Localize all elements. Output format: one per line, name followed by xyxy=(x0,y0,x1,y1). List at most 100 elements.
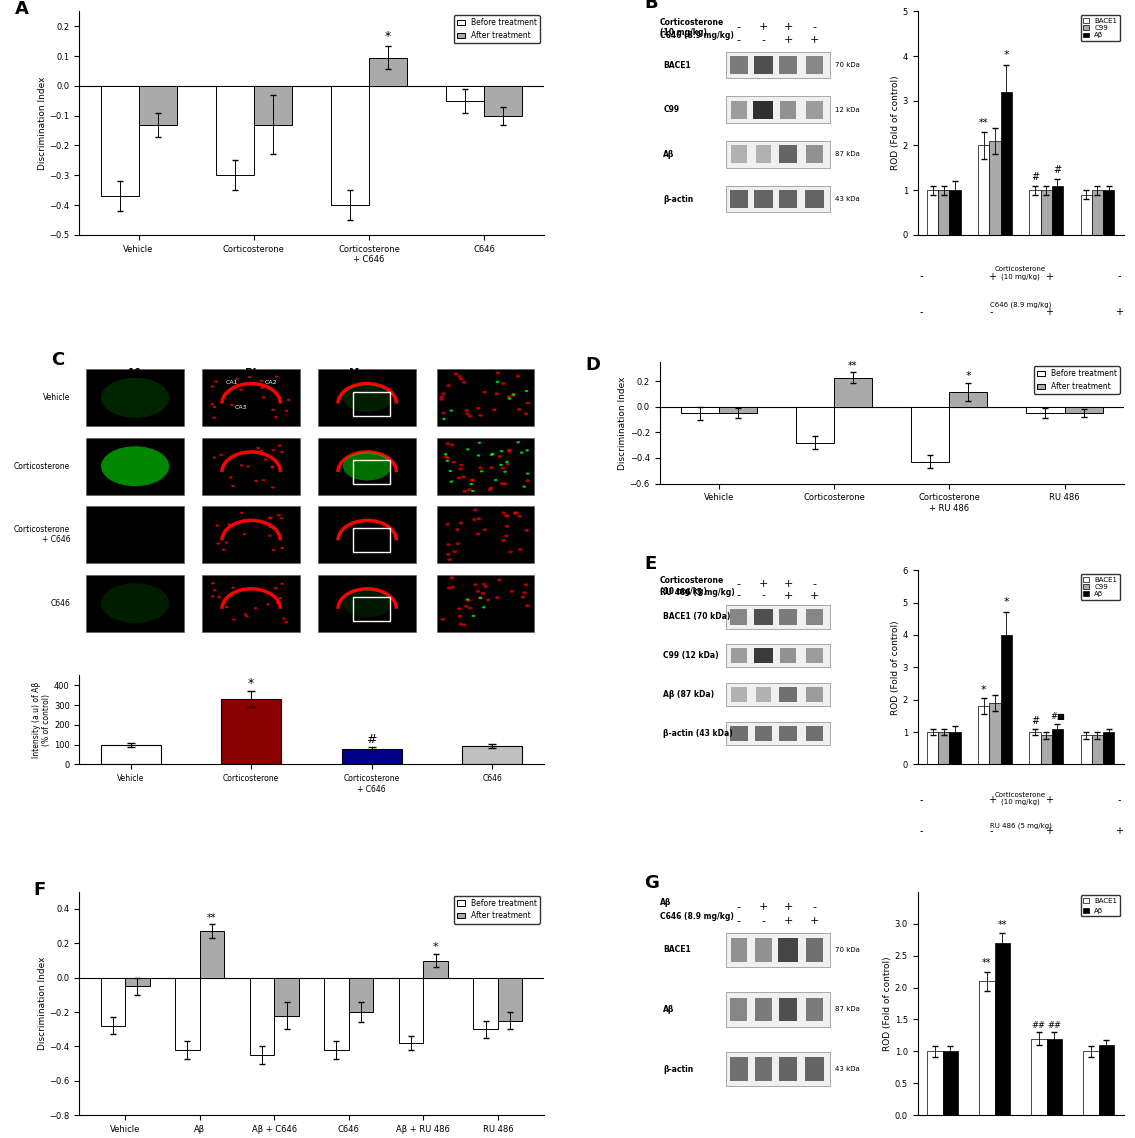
Bar xyxy=(319,370,415,427)
Bar xyxy=(353,391,390,415)
Circle shape xyxy=(489,454,494,456)
Circle shape xyxy=(260,380,263,382)
Circle shape xyxy=(225,605,228,608)
Bar xyxy=(756,686,771,702)
Circle shape xyxy=(211,582,215,584)
Circle shape xyxy=(241,512,244,514)
Text: -: - xyxy=(737,916,741,926)
Circle shape xyxy=(271,486,275,488)
Circle shape xyxy=(526,472,530,475)
Bar xyxy=(911,407,949,462)
Circle shape xyxy=(257,447,260,450)
Text: BACE1: BACE1 xyxy=(663,946,691,955)
Circle shape xyxy=(476,533,480,535)
Text: -: - xyxy=(762,35,765,46)
Circle shape xyxy=(499,463,503,465)
Legend: BACE1, C99, Aβ: BACE1, C99, Aβ xyxy=(1081,574,1120,600)
Bar xyxy=(731,648,747,663)
Circle shape xyxy=(262,396,266,398)
Bar xyxy=(202,438,300,495)
Circle shape xyxy=(491,453,495,455)
Bar xyxy=(978,146,990,234)
Bar xyxy=(423,960,448,978)
Circle shape xyxy=(468,414,472,418)
Text: C99: C99 xyxy=(663,105,680,114)
Circle shape xyxy=(466,488,471,492)
Bar xyxy=(779,1057,797,1081)
Circle shape xyxy=(451,586,455,588)
Circle shape xyxy=(510,589,514,593)
Circle shape xyxy=(449,480,453,483)
Bar xyxy=(1001,635,1012,765)
Text: +: + xyxy=(783,22,792,32)
Circle shape xyxy=(280,451,284,453)
Circle shape xyxy=(271,450,276,452)
Bar xyxy=(1001,92,1012,234)
Text: C: C xyxy=(51,351,65,369)
Y-axis label: ROD (Fold of control): ROD (Fold of control) xyxy=(891,76,900,171)
Circle shape xyxy=(271,549,276,551)
Text: Aβ: Aβ xyxy=(127,368,143,378)
Bar xyxy=(1103,732,1115,765)
Legend: Before treatment, After treatment: Before treatment, After treatment xyxy=(1034,366,1120,394)
Bar xyxy=(1065,407,1102,413)
Text: -: - xyxy=(990,826,993,836)
Bar xyxy=(725,721,830,745)
Bar xyxy=(755,938,772,962)
Text: +: + xyxy=(783,591,792,601)
Text: **: ** xyxy=(998,921,1007,930)
Circle shape xyxy=(482,390,487,394)
Circle shape xyxy=(439,396,444,398)
Text: +: + xyxy=(809,35,819,46)
Bar xyxy=(806,938,823,962)
Text: C646 (8.9 mg/kg): C646 (8.9 mg/kg) xyxy=(990,302,1051,308)
Bar xyxy=(980,981,994,1115)
Bar xyxy=(730,56,748,74)
Bar xyxy=(331,85,369,205)
Text: -: - xyxy=(762,591,765,601)
Bar xyxy=(725,605,830,628)
Text: CA2: CA2 xyxy=(264,380,277,385)
Circle shape xyxy=(468,607,472,610)
Circle shape xyxy=(247,376,252,378)
Bar xyxy=(216,85,254,175)
Bar xyxy=(101,744,161,765)
Circle shape xyxy=(516,409,521,411)
Circle shape xyxy=(504,514,508,517)
Circle shape xyxy=(449,444,454,446)
Bar xyxy=(1052,185,1063,234)
Bar xyxy=(86,438,184,495)
Text: *: * xyxy=(432,942,438,953)
Circle shape xyxy=(219,454,222,456)
Bar xyxy=(1092,190,1103,234)
Circle shape xyxy=(523,584,529,586)
Text: 12 kDa: 12 kDa xyxy=(835,107,860,113)
Circle shape xyxy=(211,386,215,388)
Text: Vehicle: Vehicle xyxy=(43,394,70,403)
Text: D: D xyxy=(586,356,600,374)
Circle shape xyxy=(462,624,466,626)
Text: β-actin: β-actin xyxy=(663,1064,693,1073)
Circle shape xyxy=(287,398,291,401)
Text: +: + xyxy=(783,916,792,926)
Circle shape xyxy=(254,608,258,610)
Bar xyxy=(731,609,748,625)
Circle shape xyxy=(494,479,497,481)
Circle shape xyxy=(278,597,283,600)
Bar xyxy=(731,998,748,1022)
Text: 43 kDa: 43 kDa xyxy=(835,196,860,203)
Circle shape xyxy=(478,414,482,417)
Text: #: # xyxy=(367,733,377,745)
Bar xyxy=(1031,1039,1046,1115)
Bar xyxy=(202,370,300,427)
Circle shape xyxy=(445,523,449,526)
Bar xyxy=(725,992,830,1026)
Text: RU 486 (5 mg/kg): RU 486 (5 mg/kg) xyxy=(659,587,734,596)
Text: PI: PI xyxy=(245,368,257,378)
Circle shape xyxy=(268,526,272,528)
Text: -: - xyxy=(920,826,924,836)
Circle shape xyxy=(239,464,243,467)
Text: #: # xyxy=(1053,165,1061,175)
Bar xyxy=(1046,1039,1062,1115)
Circle shape xyxy=(243,519,247,521)
